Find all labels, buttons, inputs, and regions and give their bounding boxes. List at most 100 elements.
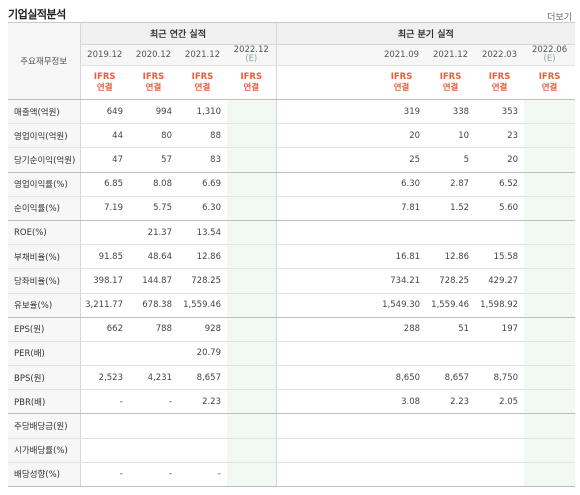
spacer-cell: [275, 438, 378, 463]
annual-value: 5.75: [129, 196, 178, 221]
section-title: 기업실적분석: [8, 8, 66, 21]
consolidated-label: 연결: [442, 82, 459, 93]
table-row: 영업이익(억원) 44 80 88 20 10 23: [8, 123, 576, 149]
spacer-cell: [275, 413, 378, 439]
row-label: EPS(원): [8, 317, 81, 342]
annual-period-2: 2021.12: [178, 44, 227, 66]
quarter-value: [524, 389, 576, 415]
annual-value: 48.64: [129, 244, 178, 270]
row-label: BPS(원): [8, 365, 81, 391]
annual-value: 994: [129, 99, 178, 125]
spacer-cell: [275, 462, 378, 488]
quarter-value: 16.81: [377, 244, 427, 270]
period-label: 2022.03: [481, 50, 518, 60]
table-row: 배당성향(%) - - -: [8, 462, 576, 488]
quarter-value: 8,750: [475, 365, 525, 391]
spacer-cell: [275, 365, 378, 391]
row-label: 당좌비율(%): [8, 268, 81, 294]
annual-value: 1,559.46: [178, 293, 227, 318]
spacer-cell: [275, 293, 378, 318]
label-column-header: 주요재무정보: [8, 22, 81, 100]
row-label: 영업이익률(%): [8, 172, 81, 197]
row-label: ROE(%): [8, 220, 81, 246]
annual-value: 7.19: [80, 196, 129, 221]
annual-value: 8.08: [129, 172, 178, 197]
row-label: 주당배당금(원): [8, 413, 81, 439]
annual-value: 80: [129, 123, 178, 149]
table-row: 주당배당금(원): [8, 413, 576, 439]
consolidated-label: 연결: [243, 82, 260, 93]
quarter-value: 7.81: [377, 196, 427, 221]
quarter-value: 2.05: [475, 389, 525, 415]
row-label: 영업이익(억원): [8, 123, 81, 149]
quarter-value: [426, 220, 476, 246]
estimate-marker: (E): [543, 54, 556, 64]
quarter-value: [524, 172, 576, 197]
quarter-tag-0: IFRS 연결: [377, 65, 427, 100]
table-row: 매출액(억원) 649 994 1,310 319 338 353: [8, 99, 576, 125]
annual-value: [227, 389, 277, 415]
row-label: 순이익률(%): [8, 196, 81, 221]
annual-value: [227, 365, 277, 391]
quarter-value: [426, 462, 476, 488]
annual-value: [227, 220, 277, 246]
annual-value: 83: [178, 147, 227, 173]
quarter-value: 6.30: [377, 172, 427, 197]
annual-value: 1,310: [178, 99, 227, 125]
period-label: 2021.09: [383, 50, 420, 60]
quarter-value: 1.52: [426, 196, 476, 221]
table-row: 영업이익률(%) 6.85 8.08 6.69 6.30 2.87 6.52: [8, 172, 576, 197]
period-label: 2019.12: [87, 50, 123, 60]
quarter-value: 12.86: [426, 244, 476, 270]
annual-value: 20.79: [178, 341, 227, 367]
annual-value: 47: [80, 147, 129, 173]
spacer-cell: [275, 147, 378, 173]
annual-value: 788: [129, 317, 178, 342]
quarter-value: 20: [475, 147, 525, 173]
spacer-cell: [275, 99, 378, 125]
quarter-value: 1,559.46: [426, 293, 476, 318]
quarter-value: [524, 244, 576, 270]
quarter-value: [524, 413, 576, 439]
annual-value: 649: [80, 99, 129, 125]
spacer-cell: [275, 268, 378, 294]
row-label: 부채비율(%): [8, 244, 81, 270]
annual-value: [227, 293, 277, 318]
consolidated-label: 연결: [541, 82, 558, 93]
annual-value: [129, 341, 178, 367]
row-label: 배당성향(%): [8, 462, 81, 488]
quarter-value: [377, 462, 427, 488]
annual-tag-0: IFRS 연결: [80, 65, 129, 100]
ifrs-label: IFRS: [142, 71, 165, 82]
quarter-value: 2.23: [426, 389, 476, 415]
annual-value: 21.37: [129, 220, 178, 246]
quarter-value: [475, 220, 525, 246]
annual-value: 144.87: [129, 268, 178, 294]
annual-value: 6.30: [178, 196, 227, 221]
annual-value: [227, 462, 277, 488]
ifrs-label: IFRS: [240, 71, 263, 82]
quarter-value: 2.87: [426, 172, 476, 197]
annual-value: 2,523: [80, 365, 129, 391]
spacer-cell: [275, 389, 378, 415]
ifrs-label: IFRS: [191, 71, 214, 82]
quarter-value: 15.58: [475, 244, 525, 270]
quarter-value: [524, 438, 576, 463]
quarter-value: [377, 413, 427, 439]
annual-period-3: 2022.12 (E): [227, 44, 277, 66]
spacer-cell: [275, 244, 378, 270]
quarter-value: 5: [426, 147, 476, 173]
annual-value: [227, 341, 277, 367]
quarter-value: 25: [377, 147, 427, 173]
quarter-period-1: 2021.12: [426, 44, 476, 66]
annual-value: 91.85: [80, 244, 129, 270]
annual-value: [80, 341, 129, 367]
header-row-periods: 2019.12 2020.12 2021.12 2022.12 (E) 2021.09 20…: [8, 44, 576, 66]
quarter-period-2: 2022.03: [475, 44, 525, 66]
quarter-value: 10: [426, 123, 476, 149]
row-label: 유보율(%): [8, 293, 81, 318]
quarter-value: [524, 462, 576, 488]
more-link[interactable]: 더보기: [547, 13, 572, 23]
spacer-cell: [275, 317, 378, 342]
row-label: 시가배당률(%): [8, 438, 81, 463]
